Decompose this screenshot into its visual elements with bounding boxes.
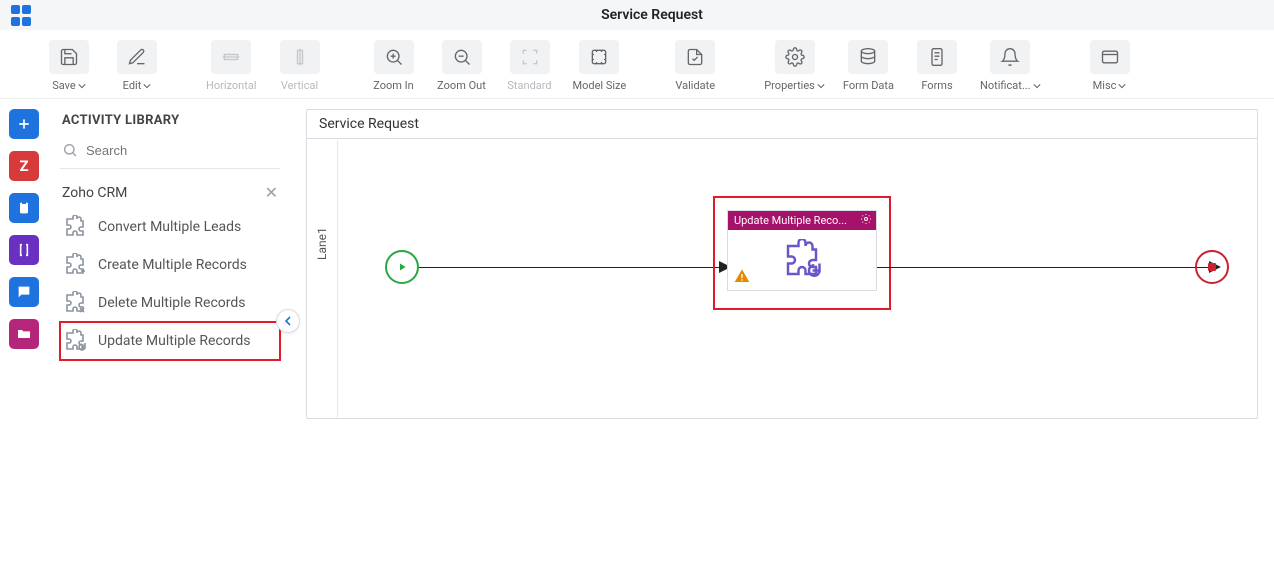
- library-item-label: Convert Multiple Leads: [98, 219, 241, 236]
- library-item-update-multiple-records[interactable]: Update Multiple Records: [60, 322, 280, 360]
- left-rail: Z: [0, 99, 48, 543]
- forms-icon: [927, 47, 947, 67]
- zoom-standard-button: Standard: [501, 38, 559, 92]
- canvas-container: Service Request Lane1 Update Multiple Re…: [288, 99, 1274, 543]
- rail-zoho-button[interactable]: Z: [9, 151, 39, 181]
- form-data-button[interactable]: Form Data: [839, 38, 898, 92]
- rail-code-button[interactable]: [9, 235, 39, 265]
- database-icon: [858, 47, 878, 67]
- puzzle-refresh-icon: [63, 329, 87, 353]
- play-icon: [396, 261, 408, 273]
- start-node[interactable]: [385, 250, 419, 284]
- activity-node-update-multiple-records[interactable]: Update Multiple Reco...: [727, 210, 877, 291]
- rail-folder-button[interactable]: [9, 319, 39, 349]
- plus-icon: [16, 116, 32, 132]
- letter-z-icon: Z: [19, 157, 28, 175]
- canvas-title: Service Request: [307, 110, 1257, 139]
- search-input[interactable]: [86, 143, 278, 158]
- edit-icon: [127, 47, 147, 67]
- close-group-icon[interactable]: ✕: [265, 183, 278, 202]
- lane-label: Lane1: [315, 227, 329, 260]
- zoom-model-size-button[interactable]: Model Size: [569, 38, 631, 92]
- app-launcher-icon[interactable]: [10, 4, 32, 26]
- forms-button[interactable]: Forms: [908, 38, 966, 92]
- library-item-label: Update Multiple Records: [98, 333, 251, 350]
- library-item-convert-multiple-leads[interactable]: Convert Multiple Leads: [60, 208, 280, 246]
- activity-library-heading: ACTIVITY LIBRARY: [62, 113, 280, 128]
- titlebar: Service Request: [0, 0, 1274, 30]
- puzzle-icon: [63, 215, 87, 239]
- gear-icon: [860, 213, 872, 225]
- library-item-create-multiple-records[interactable]: Create Multiple Records: [60, 246, 280, 284]
- bell-icon: [1000, 47, 1020, 67]
- main: Z ACTIVITY LIBRARY Zoho CRM ✕ Convert Mu…: [0, 99, 1274, 543]
- folder-icon: [16, 326, 32, 342]
- edge[interactable]: [877, 267, 1217, 268]
- chat-icon: [16, 284, 32, 300]
- notifications-button[interactable]: Notificat...: [976, 38, 1045, 92]
- process-canvas[interactable]: Service Request Lane1 Update Multiple Re…: [306, 109, 1258, 419]
- misc-button[interactable]: Misc: [1081, 38, 1139, 92]
- search-icon: [62, 142, 78, 158]
- properties-button[interactable]: Properties: [760, 38, 829, 92]
- edge[interactable]: [419, 267, 727, 268]
- zoom-out-button[interactable]: Zoom Out: [433, 38, 491, 92]
- rail-clipboard-button[interactable]: [9, 193, 39, 223]
- rail-chat-button[interactable]: [9, 277, 39, 307]
- edit-button[interactable]: Edit: [108, 38, 166, 92]
- zoom-out-icon: [452, 47, 472, 67]
- search-container: [60, 138, 280, 169]
- chevron-left-icon: [283, 316, 293, 326]
- activity-title: Update Multiple Reco...: [734, 214, 847, 227]
- warning-icon: [734, 268, 750, 284]
- activity-header: Update Multiple Reco...: [728, 211, 876, 230]
- gear-icon: [785, 47, 805, 67]
- zoom-in-icon: [384, 47, 404, 67]
- puzzle-refresh-icon: [781, 239, 823, 281]
- library-group-header: Zoho CRM ✕: [62, 183, 278, 202]
- end-node[interactable]: [1195, 250, 1229, 284]
- activity-library-panel: ACTIVITY LIBRARY Zoho CRM ✕ Convert Mult…: [48, 99, 288, 543]
- collapse-panel-button[interactable]: [276, 309, 300, 333]
- puzzle-plus-icon: [63, 253, 87, 277]
- save-button[interactable]: Save: [40, 38, 98, 92]
- toolbar: Save Edit Horizontal Vertical Zoom In Zo…: [0, 30, 1274, 99]
- align-horizontal-icon: [221, 47, 241, 67]
- zoom-in-button[interactable]: Zoom In: [365, 38, 423, 92]
- library-group-name: Zoho CRM: [62, 185, 127, 201]
- library-item-label: Delete Multiple Records: [98, 295, 246, 312]
- rail-add-button[interactable]: [9, 109, 39, 139]
- brackets-icon: [16, 242, 32, 258]
- misc-icon: [1100, 47, 1120, 67]
- library-item-label: Create Multiple Records: [98, 257, 247, 274]
- library-item-delete-multiple-records[interactable]: Delete Multiple Records: [60, 284, 280, 322]
- save-icon: [59, 47, 79, 67]
- activity-settings-button[interactable]: [860, 213, 872, 225]
- activity-body: [728, 230, 876, 290]
- align-vertical-button: Vertical: [271, 38, 329, 92]
- clipboard-icon: [16, 200, 32, 216]
- page-title: Service Request: [40, 7, 1264, 23]
- align-horizontal-button: Horizontal: [202, 38, 261, 92]
- validate-button[interactable]: Validate: [666, 38, 724, 92]
- model-size-icon: [589, 47, 609, 67]
- puzzle-x-icon: [63, 291, 87, 315]
- validate-icon: [685, 47, 705, 67]
- flow-layer: Update Multiple Reco...: [337, 140, 1257, 418]
- align-vertical-icon: [290, 47, 310, 67]
- fit-standard-icon: [520, 47, 540, 67]
